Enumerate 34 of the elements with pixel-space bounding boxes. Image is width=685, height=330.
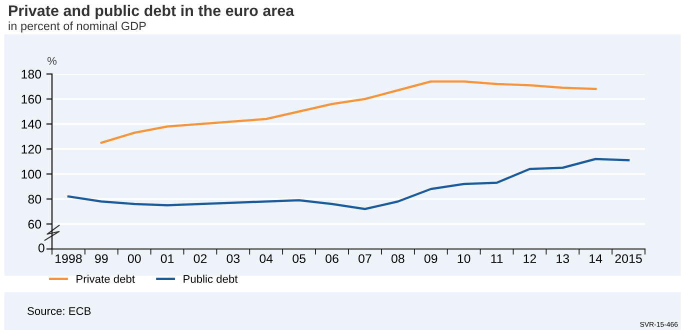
- x-tick-label: 08: [391, 254, 404, 264]
- x-tick-label: 1998: [56, 254, 82, 264]
- x-tick-label: 10: [458, 254, 470, 264]
- x-tick-label: 2015: [615, 254, 642, 264]
- text: 0: [38, 244, 44, 252]
- x-tick-label: 06: [326, 254, 338, 264]
- x-tick-label: 13: [556, 254, 570, 264]
- x-tick-label: 00: [128, 254, 141, 264]
- y-tick-label: 140: [22, 120, 42, 129]
- line-series: [67, 158, 630, 210]
- legend-label: Public debt: [184, 274, 238, 283]
- y-tick-label: 80: [28, 194, 42, 204]
- y-tick-label: 160: [22, 94, 42, 104]
- x-tick-label: 04: [260, 254, 273, 264]
- x-tick-label: 09: [424, 254, 438, 264]
- x-tick-label: 11: [491, 254, 503, 263]
- y-tick-label: 100: [22, 170, 42, 179]
- line-series: [100, 80, 597, 144]
- x-tick-label: 99: [95, 254, 108, 264]
- y-axis-title: %: [47, 56, 57, 65]
- x-tick-label: 01: [160, 254, 174, 264]
- legend-label: Private debt: [76, 274, 135, 283]
- y-tick-label: 180: [22, 70, 42, 79]
- x-tick-label: 12: [524, 254, 536, 263]
- x-tick-label: 02: [194, 254, 207, 264]
- x-tick-label: 14: [590, 254, 602, 263]
- chart-title: Private and public debt in the euro area: [9, 4, 294, 20]
- chart-subtitle: in percent of nominal GDP: [8, 22, 146, 32]
- y-tick-label: 60: [28, 220, 42, 229]
- x-tick-label: 05: [292, 254, 306, 264]
- x-tick-label: 03: [226, 254, 240, 264]
- source-note: Source: ECB: [28, 307, 91, 315]
- x-tick-label: 07: [358, 254, 372, 264]
- y-tick-label: 120: [22, 144, 42, 154]
